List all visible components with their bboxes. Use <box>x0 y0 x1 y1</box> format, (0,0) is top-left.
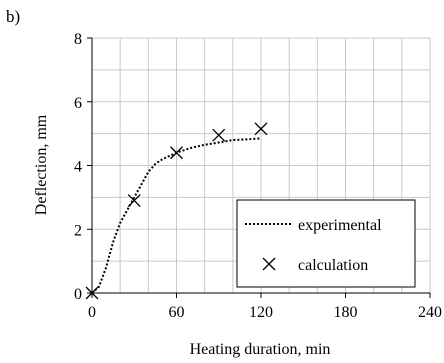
x-tick-label: 240 <box>418 304 442 321</box>
x-tick-label: 180 <box>334 304 358 321</box>
x-axis-label: Heating duration, min <box>190 341 331 358</box>
legend-calculation-marker <box>262 257 276 271</box>
y-axis-label: Deflection, mm <box>33 114 50 215</box>
legend-experimental-label: experimental <box>298 217 382 234</box>
legend-box <box>236 199 416 288</box>
data-point-calculation <box>85 286 99 300</box>
marker-stroke <box>170 146 183 160</box>
data-point-calculation <box>254 122 268 136</box>
data-point-calculation <box>170 146 183 160</box>
y-tick-label: 4 <box>74 159 82 176</box>
marker-stroke <box>254 122 268 136</box>
marker-stroke <box>212 128 226 142</box>
data-point-calculation <box>212 128 226 142</box>
y-tick-label: 6 <box>74 95 82 112</box>
legend-calculation-label: calculation <box>298 257 368 274</box>
x-tick-label: 120 <box>249 304 273 321</box>
tick-labels: 0 60 120 180 240 0 2 4 6 8 <box>74 31 442 321</box>
y-tick-label: 0 <box>74 286 82 303</box>
data-series <box>85 122 268 300</box>
data-point-calculation <box>127 194 141 208</box>
x-tick-label: 60 <box>169 304 185 321</box>
series-line-experimental <box>91 137 262 294</box>
legend: experimental calculation <box>236 199 416 288</box>
marker-stroke <box>127 194 141 208</box>
x-tick-label: 0 <box>88 304 96 321</box>
panel-label: b) <box>6 7 20 26</box>
marker-stroke <box>85 286 99 300</box>
y-tick-label: 8 <box>74 31 82 48</box>
y-tick-label: 2 <box>74 222 82 239</box>
